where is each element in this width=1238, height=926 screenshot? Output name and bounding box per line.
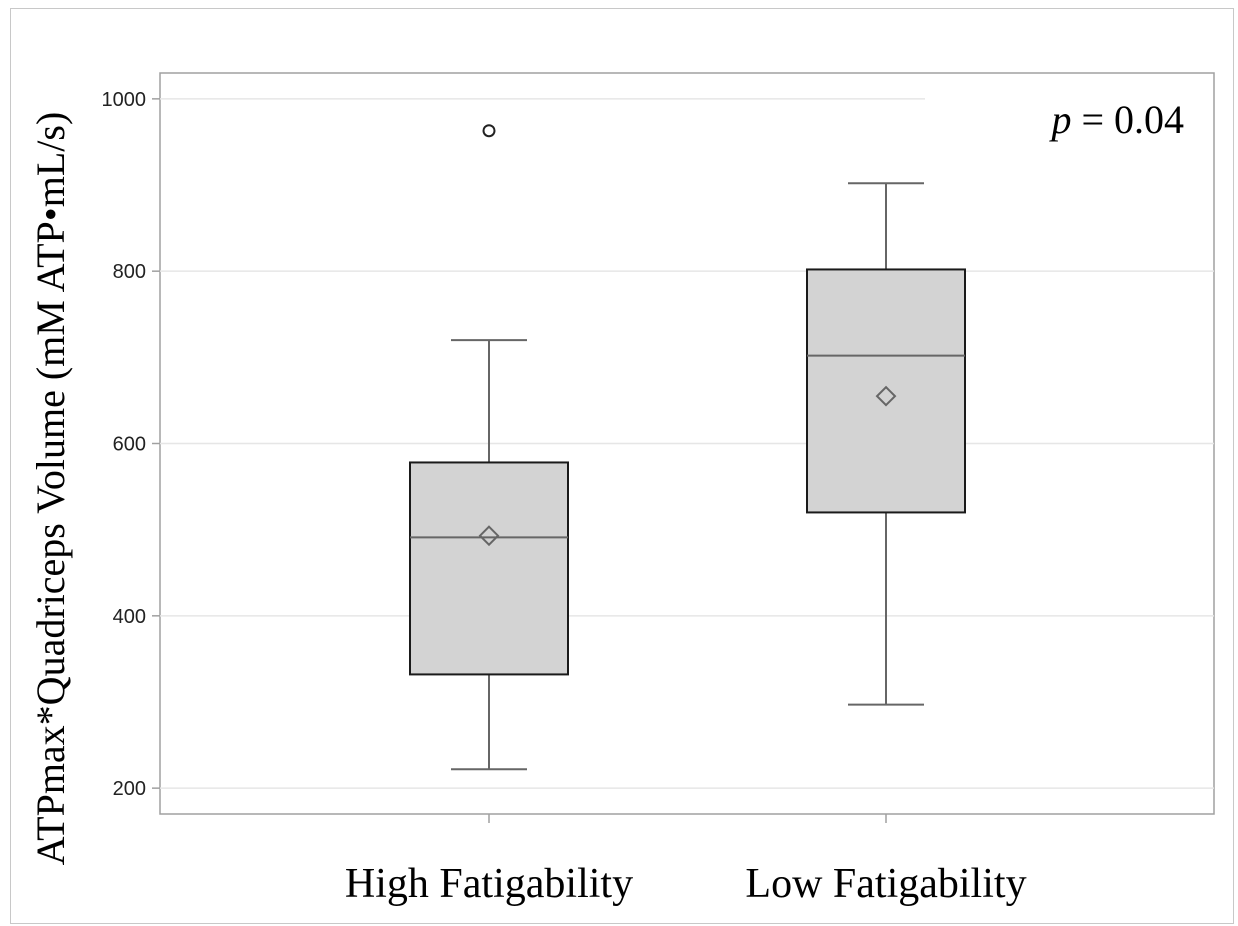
p-value-annotation: p = 0.04 <box>1048 97 1184 142</box>
box-iqr <box>806 268 966 514</box>
x-category-label: Low Fatigability <box>745 861 1026 907</box>
y-tick-label: 1000 <box>102 89 147 111</box>
box-iqr <box>409 461 569 676</box>
y-tick-label: 400 <box>113 606 146 628</box>
x-category-label: High Fatigability <box>345 861 633 907</box>
mean-marker <box>478 525 500 547</box>
p-value-text: = 0.04 <box>1071 97 1184 142</box>
y-axis-label: ATPmax*Quadriceps Volume (mM ATP•mL/s) <box>28 112 73 866</box>
outlier-point <box>482 124 496 138</box>
y-axis: 200 400 600 800 1000 <box>102 89 160 800</box>
y-tick-label: 600 <box>113 434 146 456</box>
y-tick-label: 800 <box>113 261 146 283</box>
p-value-symbol: p <box>1048 97 1071 142</box>
x-axis: High Fatigability Low Fatigability <box>345 814 1027 907</box>
grid-lines <box>160 98 1214 789</box>
y-tick-label: 200 <box>113 778 146 800</box>
box-group <box>806 182 966 706</box>
box-group <box>409 124 569 771</box>
figure-frame <box>10 8 1234 924</box>
boxes <box>409 124 966 771</box>
mean-marker <box>875 385 897 407</box>
